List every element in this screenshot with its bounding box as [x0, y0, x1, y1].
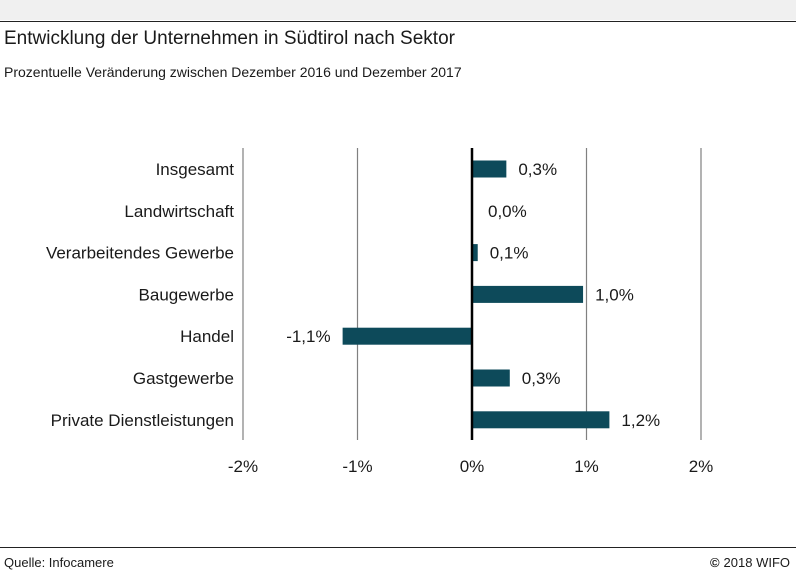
copyright-text: 2018 WIFO — [723, 555, 790, 570]
data-label: 0,3% — [522, 369, 561, 388]
copyright-symbol: © — [709, 555, 720, 570]
data-label: -1,1% — [286, 327, 330, 346]
copyright-note: © 2018 WIFO — [710, 555, 790, 570]
bar — [472, 160, 507, 178]
bar — [342, 327, 472, 345]
data-label: 0,1% — [490, 244, 529, 263]
data-label: 0,3% — [518, 160, 557, 179]
chart-title: Entwicklung der Unternehmen in Südtirol … — [4, 28, 455, 49]
category-label: Landwirtschaft — [124, 202, 234, 221]
data-label: 1,2% — [621, 411, 660, 430]
chart-subtitle: Prozentuelle Veränderung zwischen Dezemb… — [4, 64, 462, 80]
bar — [472, 285, 584, 303]
x-tick-label: 2% — [689, 457, 714, 476]
bar — [472, 411, 610, 429]
category-label: Gastgewerbe — [133, 369, 234, 388]
data-label: 1,0% — [595, 285, 634, 304]
bar — [472, 369, 510, 387]
top-band — [0, 0, 796, 20]
data-label: 0,0% — [488, 202, 527, 221]
x-tick-label: 0% — [460, 457, 485, 476]
x-tick-label: -1% — [342, 457, 372, 476]
bottom-rule — [0, 547, 796, 548]
source-note: Quelle: Infocamere — [4, 555, 114, 570]
category-label: Baugewerbe — [139, 285, 234, 304]
category-label: Private Dienstleistungen — [51, 411, 234, 430]
bar — [472, 244, 478, 262]
category-label: Handel — [180, 327, 234, 346]
category-label: Insgesamt — [156, 160, 235, 179]
x-tick-label: -2% — [228, 457, 258, 476]
x-tick-label: 1% — [574, 457, 599, 476]
bar-chart: Insgesamt 0,3% Landwirtschaft 0,0% Verarbeit… — [46, 148, 714, 476]
top-rule — [0, 21, 796, 22]
category-label: Verarbeitendes Gewerbe — [46, 244, 234, 263]
